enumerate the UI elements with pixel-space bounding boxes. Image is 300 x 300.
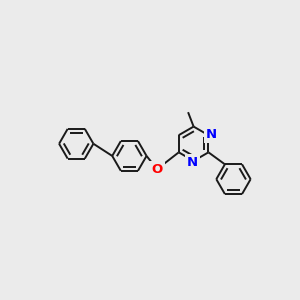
Text: N: N: [206, 128, 218, 141]
Text: O: O: [152, 163, 163, 176]
Text: N: N: [187, 156, 198, 169]
